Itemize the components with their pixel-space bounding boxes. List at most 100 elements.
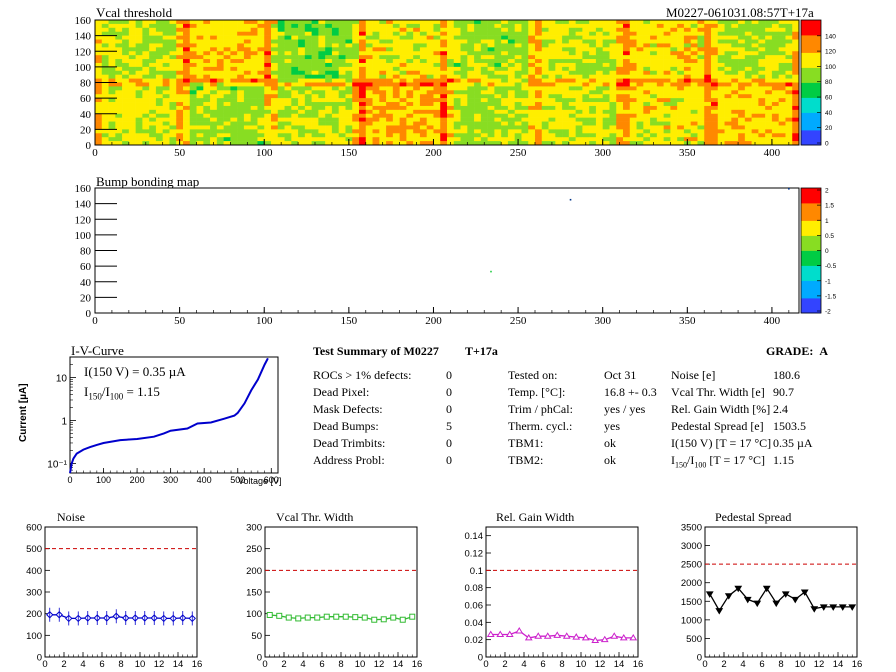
heatmap-cell <box>433 94 441 99</box>
heatmap-cell <box>352 105 360 111</box>
heatmap-cell <box>751 23 759 29</box>
heatmap-cell <box>629 125 637 130</box>
summary-left-label: Address Probl: <box>313 453 385 467</box>
heatmap-cell <box>155 102 163 107</box>
heatmap-cell <box>744 137 752 142</box>
heatmap-cell <box>636 109 644 115</box>
heatmap-cell <box>467 47 475 52</box>
heatmap-cell <box>704 90 712 95</box>
heatmap-cell <box>643 141 651 146</box>
heatmap-cell <box>643 86 651 91</box>
heatmap-cell <box>453 35 461 40</box>
y-tick-label: 0 <box>86 308 92 320</box>
heatmap-cell <box>386 125 394 130</box>
heatmap-cell <box>419 51 427 56</box>
heatmap-cell <box>501 35 509 40</box>
heatmap-cell <box>230 78 238 83</box>
heatmap-cell <box>663 70 671 75</box>
heatmap-cell <box>474 70 482 75</box>
heatmap-cell <box>568 43 576 48</box>
heatmap-cell <box>372 90 380 95</box>
heatmap-cell <box>237 31 245 36</box>
heatmap-cell <box>792 113 800 118</box>
heatmap-cell <box>284 43 292 48</box>
heatmap-cell <box>778 129 786 134</box>
heatmap-cell <box>135 121 143 126</box>
heatmap-cell <box>365 113 373 118</box>
heatmap-cell <box>331 133 339 138</box>
heatmap-cell <box>223 137 231 142</box>
heatmap-cell <box>189 66 197 72</box>
heatmap-cell <box>372 47 380 52</box>
heatmap-cell <box>629 82 637 87</box>
heatmap-cell <box>176 133 184 138</box>
heatmap-cell <box>155 66 163 72</box>
heatmap-cell <box>257 35 265 40</box>
heatmap-cell <box>731 20 739 25</box>
heatmap-cell <box>426 113 434 118</box>
heatmap-cell <box>318 55 326 60</box>
heatmap-cell <box>683 62 691 68</box>
heatmap-cell <box>623 98 631 103</box>
heatmap-cell <box>237 66 245 72</box>
heatmap-cell <box>419 94 427 99</box>
heatmap-cell <box>426 90 434 95</box>
heatmap-cell <box>643 125 651 130</box>
heatmap-cell <box>582 98 590 103</box>
heatmap-cell <box>636 90 644 95</box>
x-tick-label: 200 <box>425 147 442 159</box>
palette-step <box>801 310 821 314</box>
heatmap-cell <box>325 129 333 134</box>
heatmap-cell <box>291 27 299 33</box>
heatmap-cell <box>528 105 536 111</box>
heatmap-cell <box>183 94 191 99</box>
heatmap-cell <box>149 86 157 91</box>
heatmap-cell <box>609 102 617 107</box>
heatmap-cell <box>433 74 441 79</box>
heatmap-cell <box>311 94 319 99</box>
heatmap-cell <box>399 55 407 60</box>
heatmap-cell <box>548 117 556 122</box>
heatmap-cell <box>595 109 603 115</box>
heatmap-cell <box>115 23 123 29</box>
heatmap-cell <box>203 133 211 138</box>
heatmap-cell <box>535 74 543 79</box>
heatmap-cell <box>183 125 191 130</box>
heatmap-cell <box>386 117 394 122</box>
heatmap-cell <box>623 62 631 68</box>
heatmap-cell <box>568 125 576 130</box>
heatmap-cell <box>142 43 150 48</box>
x-tick-label: 0 <box>262 659 267 670</box>
heatmap-cell <box>575 86 583 91</box>
palette-step <box>801 42 821 46</box>
heatmap-cell <box>95 82 103 87</box>
heatmap-cell <box>95 55 103 60</box>
heatmap-cell <box>541 121 549 126</box>
heatmap-cell <box>514 23 522 29</box>
heatmap-cell <box>731 70 739 75</box>
heatmap-cell <box>318 78 326 83</box>
heatmap-cell <box>460 129 468 134</box>
heatmap-cell <box>643 78 651 83</box>
heatmap-cell <box>609 74 617 79</box>
heatmap-cell <box>609 82 617 87</box>
heatmap-cell <box>135 55 143 60</box>
x-tick-label: 8 <box>118 659 123 670</box>
heatmap-cell <box>494 102 502 107</box>
heatmap-cell <box>298 20 306 25</box>
heatmap-cell <box>751 94 759 99</box>
heatmap-cell <box>331 125 339 130</box>
heatmap-cell <box>697 109 705 115</box>
heatmap-cell <box>514 27 522 33</box>
heatmap-cell <box>711 141 719 146</box>
heatmap-cell <box>277 66 285 72</box>
iv-annotation-2: I150/I100 = 1.15 <box>84 384 160 402</box>
x-tick-label: 6 <box>540 659 545 670</box>
heatmap-cell <box>582 51 590 56</box>
heatmap-cell <box>426 117 434 122</box>
heatmap-cell <box>744 129 752 134</box>
heatmap-cell <box>711 43 719 48</box>
heatmap-cell <box>149 94 157 99</box>
heatmap-cell <box>169 141 177 146</box>
